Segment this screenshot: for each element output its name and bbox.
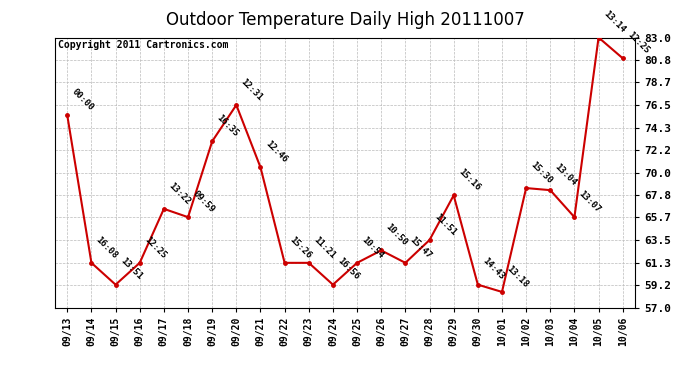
Text: 10:54: 10:54 xyxy=(360,235,385,260)
Text: 16:08: 16:08 xyxy=(95,235,119,260)
Text: 09:59: 09:59 xyxy=(191,189,216,214)
Text: 10:50: 10:50 xyxy=(384,222,409,248)
Text: 11:51: 11:51 xyxy=(433,212,457,237)
Text: 13:22: 13:22 xyxy=(167,181,192,206)
Text: 12:31: 12:31 xyxy=(239,77,264,102)
Text: Copyright 2011 Cartronics.com: Copyright 2011 Cartronics.com xyxy=(58,40,228,50)
Text: 16:56: 16:56 xyxy=(336,256,361,282)
Text: 00:00: 00:00 xyxy=(70,87,95,112)
Text: 12:25: 12:25 xyxy=(626,30,651,56)
Text: 13:07: 13:07 xyxy=(578,189,602,214)
Text: 15:47: 15:47 xyxy=(408,235,433,260)
Text: 15:30: 15:30 xyxy=(529,160,554,185)
Text: 15:26: 15:26 xyxy=(288,235,313,260)
Text: 11:21: 11:21 xyxy=(312,235,337,260)
Text: 15:16: 15:16 xyxy=(457,167,482,193)
Text: Outdoor Temperature Daily High 20111007: Outdoor Temperature Daily High 20111007 xyxy=(166,11,524,29)
Text: 16:35: 16:35 xyxy=(215,113,240,139)
Text: 13:18: 13:18 xyxy=(505,264,530,289)
Text: 13:51: 13:51 xyxy=(119,256,144,282)
Text: 13:04: 13:04 xyxy=(553,162,578,188)
Text: 12:25: 12:25 xyxy=(143,235,168,260)
Text: 14:43: 14:43 xyxy=(481,256,506,282)
Text: 12:46: 12:46 xyxy=(264,139,288,165)
Text: 13:14: 13:14 xyxy=(602,9,627,35)
